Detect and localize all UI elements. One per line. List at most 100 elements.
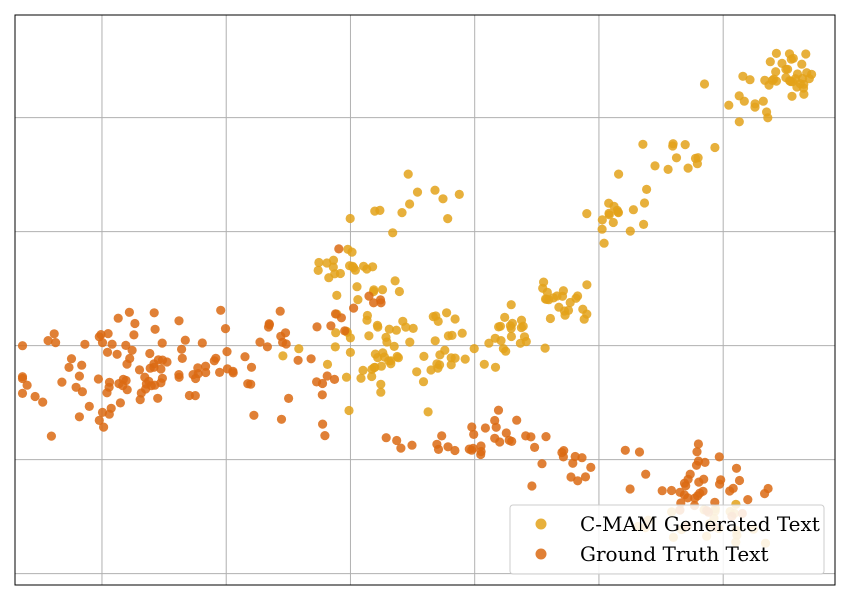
point-series-0-cluster-9-0	[438, 194, 448, 204]
point-series-1-cluster-0-19	[249, 410, 259, 420]
point-series-0-cluster-5-3	[506, 300, 516, 310]
point-series-1-cluster-5-5	[493, 405, 504, 415]
plot-frame	[14, 14, 836, 586]
point-series-1-cluster-0-59	[103, 329, 113, 339]
point-series-1-cluster-0-95	[177, 353, 187, 363]
point-series-0-cluster-7-21	[390, 276, 400, 286]
point-series-0-cluster-6-11	[490, 362, 501, 372]
point-series-0-cluster-7-34	[344, 405, 354, 416]
point-series-1-cluster-0-55	[184, 390, 194, 401]
point-series-1-cluster-7-22	[694, 477, 704, 487]
point-series-1-cluster-0-25	[80, 339, 90, 349]
point-series-0-cluster-7-27	[381, 332, 391, 342]
point-series-0-cluster-3-2	[608, 217, 618, 228]
point-series-1-cluster-0-99	[115, 398, 125, 408]
point-series-1-cluster-7-7	[731, 463, 742, 473]
point-series-0-cluster-0-33	[799, 89, 809, 99]
point-series-1-cluster-0-89	[102, 347, 113, 357]
point-series-0-cluster-7-45	[356, 373, 366, 383]
point-series-0-cluster-6-9	[440, 345, 450, 355]
point-series-0-cluster-8-18	[328, 255, 339, 265]
point-series-0-cluster-7-25	[391, 325, 401, 335]
point-series-0-cluster-7-15	[322, 359, 333, 369]
point-series-0-cluster-7-56	[446, 360, 456, 370]
point-series-0-cluster-8-13	[328, 262, 338, 272]
point-series-1-cluster-0-32	[157, 338, 167, 348]
point-series-0-cluster-3-0	[639, 198, 650, 208]
point-series-0-cluster-3-5	[599, 238, 609, 248]
point-series-0-cluster-8-14	[369, 285, 379, 295]
point-series-0-cluster-0-2	[787, 91, 797, 101]
point-series-0-cluster-2-5	[693, 153, 703, 163]
point-series-1-cluster-0-29	[49, 329, 59, 339]
point-series-0-cluster-0-13	[771, 67, 781, 77]
point-series-0-cluster-4-2	[579, 314, 589, 324]
point-series-1-cluster-0-93	[220, 324, 231, 334]
point-series-0-cluster-4-14	[539, 277, 549, 287]
point-series-0-cluster-5-2	[540, 343, 550, 353]
point-series-0-cluster-0-31	[790, 74, 801, 84]
point-series-0-cluster-0-8	[801, 49, 811, 59]
point-series-0-cluster-7-50	[384, 324, 394, 334]
point-series-0-cluster-7-35	[401, 322, 411, 332]
point-series-0-cluster-1-3	[750, 99, 760, 109]
point-series-1-cluster-0-76	[153, 393, 163, 403]
point-series-1-cluster-6-6	[504, 435, 514, 445]
point-series-0-cluster-7-46	[362, 310, 372, 321]
point-series-1-cluster-0-82	[77, 387, 87, 397]
point-series-0-cluster-1-7	[734, 91, 744, 101]
point-series-1-cluster-0-0	[46, 431, 57, 441]
point-series-0-cluster-7-53	[376, 379, 386, 389]
point-series-1-cluster-0-74	[17, 341, 28, 351]
point-series-0-cluster-7-58	[442, 308, 452, 318]
point-series-1-cluster-0-15	[51, 338, 61, 348]
point-series-0-cluster-4-17	[560, 310, 570, 320]
point-series-1-cluster-7-3	[625, 484, 635, 494]
point-series-0-cluster-0-32	[767, 75, 778, 85]
point-series-0-cluster-0-10	[745, 75, 755, 85]
legend-label-ground-truth: Ground Truth Text	[580, 542, 769, 566]
point-series-1-cluster-1-3	[246, 379, 256, 389]
point-series-1-cluster-0-68	[114, 379, 124, 389]
point-series-1-cluster-0-85	[43, 336, 53, 346]
point-series-1-cluster-2-2	[320, 431, 330, 441]
point-series-1-cluster-4-9	[437, 431, 447, 441]
point-series-1-cluster-0-23	[74, 371, 84, 381]
point-series-1-cluster-7-34	[679, 478, 690, 488]
point-series-1-cluster-2-4	[322, 371, 332, 381]
point-series-1-cluster-0-20	[84, 401, 94, 411]
point-series-1-cluster-3-9	[340, 326, 350, 336]
point-series-1-cluster-7-38	[695, 488, 705, 498]
point-series-1-cluster-0-14	[276, 414, 287, 424]
point-series-0-cluster-9-5	[412, 187, 423, 197]
point-series-1-cluster-0-50	[156, 364, 166, 374]
point-series-0-cluster-7-51	[367, 371, 377, 382]
point-series-0-cluster-7-14	[518, 321, 528, 331]
point-series-0-cluster-5-6	[484, 338, 494, 348]
point-series-1-cluster-0-17	[112, 349, 122, 359]
point-series-1-cluster-0-33	[99, 422, 109, 432]
point-series-0-cluster-4-10	[578, 304, 588, 314]
point-series-0-cluster-2-1	[710, 142, 720, 153]
point-series-1-cluster-4-7	[407, 440, 417, 450]
point-series-1-cluster-0-88	[94, 332, 104, 342]
point-series-0-cluster-4-21	[545, 313, 556, 324]
point-series-1-cluster-5-9	[467, 422, 477, 432]
point-series-1-cluster-4-4	[433, 444, 444, 454]
point-series-0-cluster-1-9	[763, 113, 773, 123]
point-series-1-cluster-0-67	[215, 367, 225, 377]
point-series-0-cluster-9-9	[388, 228, 398, 238]
point-series-1-cluster-0-84	[162, 357, 172, 367]
point-series-0-cluster-7-52	[370, 362, 380, 372]
point-series-0-cluster-7-29	[430, 336, 440, 346]
point-series-1-cluster-0-38	[93, 374, 103, 384]
point-series-0-cluster-8-8	[368, 262, 378, 272]
point-series-1-cluster-0-44	[306, 354, 316, 364]
point-series-1-cluster-3-5	[369, 298, 379, 308]
point-series-0-cluster-2-8	[668, 141, 678, 151]
point-series-0-cluster-7-40	[447, 330, 457, 340]
point-series-0-cluster-7-33	[345, 347, 355, 357]
point-series-1-cluster-0-81	[22, 380, 32, 390]
point-series-0-cluster-0-24	[783, 64, 793, 74]
point-series-1-cluster-0-3	[124, 307, 134, 317]
